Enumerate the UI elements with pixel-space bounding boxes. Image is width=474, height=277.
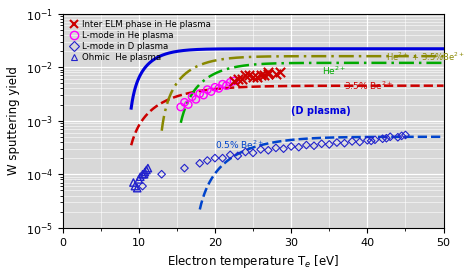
Point <box>188 94 196 99</box>
Point <box>134 186 141 190</box>
Point <box>348 139 356 143</box>
Point <box>143 168 150 172</box>
Point <box>203 158 211 163</box>
Point <box>192 97 200 102</box>
Point <box>137 175 144 179</box>
Point <box>264 70 272 75</box>
Point <box>257 147 264 152</box>
Point <box>196 91 203 96</box>
Point <box>230 79 238 83</box>
Point <box>280 147 287 151</box>
Point <box>253 75 261 79</box>
Text: (D plasma): (D plasma) <box>291 106 351 116</box>
Point <box>383 136 390 140</box>
Point <box>203 87 211 92</box>
Point <box>131 184 139 188</box>
Point <box>302 143 310 147</box>
Point <box>364 138 371 142</box>
Point <box>394 135 401 140</box>
Point <box>234 77 242 81</box>
Point <box>207 89 215 94</box>
Point <box>200 93 207 97</box>
Point <box>318 142 326 146</box>
Point <box>144 166 152 170</box>
Point <box>398 134 405 138</box>
Point <box>215 86 223 91</box>
Point <box>246 73 253 78</box>
Point <box>211 156 219 160</box>
Text: He$^{2+}$: He$^{2+}$ <box>322 65 346 77</box>
Point <box>140 172 148 176</box>
Point <box>264 148 272 152</box>
Point <box>219 156 227 160</box>
Y-axis label: W sputtering yield: W sputtering yield <box>7 66 20 175</box>
Point <box>295 145 302 149</box>
Point <box>379 137 386 141</box>
Point <box>129 180 137 185</box>
Text: 0.5% Be$^{2+}$: 0.5% Be$^{2+}$ <box>215 139 264 151</box>
Point <box>181 100 188 104</box>
Point <box>272 146 280 150</box>
Point <box>371 138 379 142</box>
Point <box>276 70 283 75</box>
Point <box>261 73 268 78</box>
Point <box>234 154 242 158</box>
Point <box>272 71 280 76</box>
Point <box>211 85 219 89</box>
Text: 3.5% Be$^{2+}$: 3.5% Be$^{2+}$ <box>345 79 394 92</box>
Point <box>158 172 165 176</box>
Point <box>401 133 409 137</box>
Point <box>141 170 149 174</box>
Point <box>242 73 249 78</box>
Point <box>181 166 188 170</box>
Point <box>333 140 341 145</box>
Point <box>249 75 257 79</box>
Point <box>230 79 238 83</box>
Point <box>184 102 192 107</box>
Point <box>227 153 234 157</box>
Point <box>264 71 272 76</box>
Point <box>223 83 230 88</box>
Point <box>177 105 184 109</box>
Point <box>196 161 203 165</box>
Point <box>249 151 257 155</box>
Point <box>341 141 348 145</box>
Point <box>139 184 146 188</box>
Legend: Inter ELM phase in He plasma, L-mode in He plasma, L-mode in D plasma, Ohmic  He: Inter ELM phase in He plasma, L-mode in … <box>67 18 213 64</box>
Point <box>326 142 333 147</box>
Point <box>219 82 227 86</box>
Point <box>356 140 364 144</box>
X-axis label: Electron temperature T$_e$ [eV]: Electron temperature T$_e$ [eV] <box>167 253 339 270</box>
Point <box>135 177 143 182</box>
Point <box>238 77 246 81</box>
Point <box>139 172 146 176</box>
Point <box>227 80 234 84</box>
Point <box>242 150 249 154</box>
Point <box>310 143 318 148</box>
Point <box>367 138 375 143</box>
Text: He$^{2+}$ + 3.5%Be$^{2+}$: He$^{2+}$ + 3.5%Be$^{2+}$ <box>386 51 465 63</box>
Point <box>257 73 264 78</box>
Point <box>287 144 295 149</box>
Point <box>386 135 394 139</box>
